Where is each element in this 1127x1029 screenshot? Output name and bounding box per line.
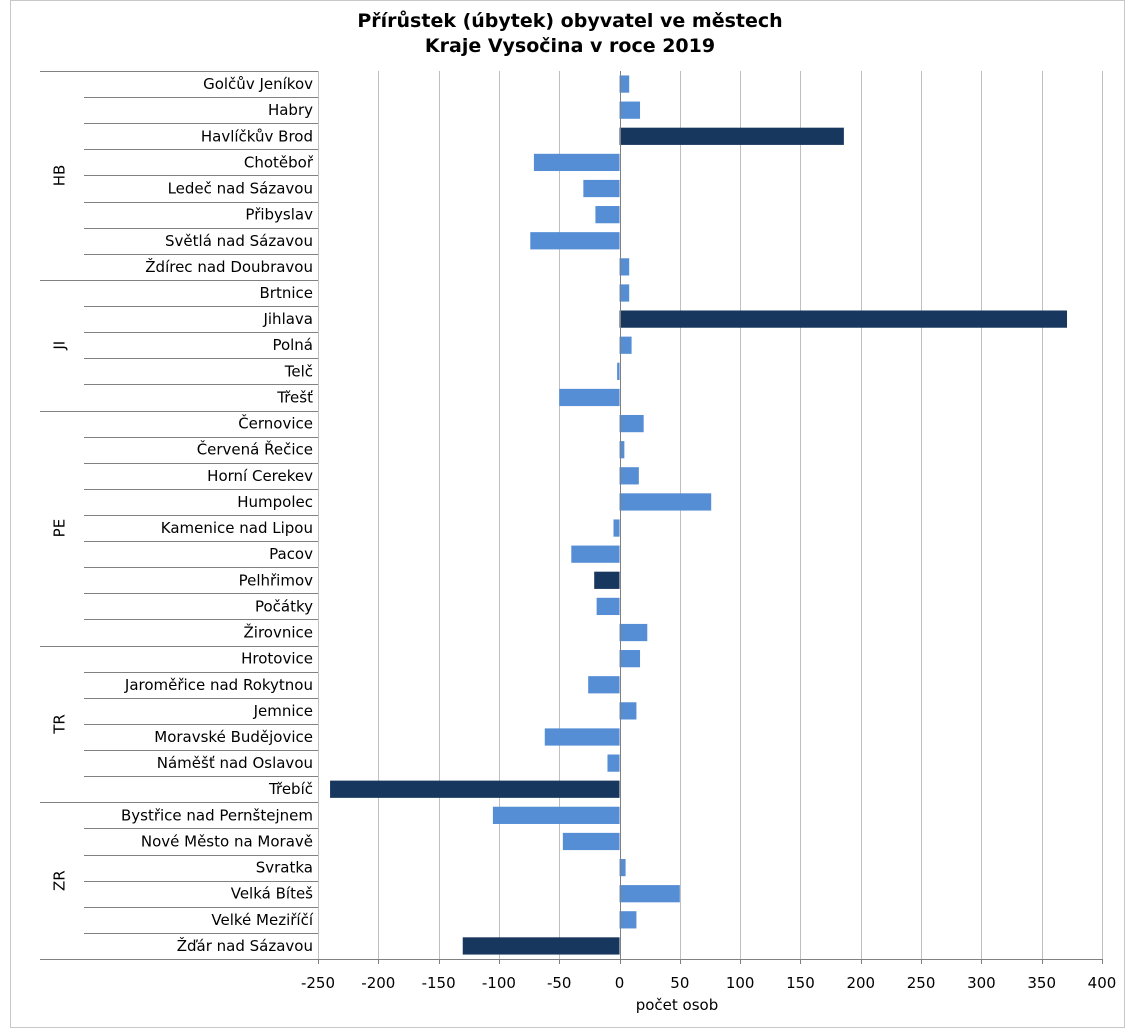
x-tick-label: 0 (615, 974, 625, 992)
category-label: Hrotovice (241, 650, 313, 668)
category-label: Chotěboř (244, 153, 314, 171)
category-label: Humpolec (237, 493, 313, 511)
category-label: Velká Bíteš (231, 885, 313, 903)
x-tick-label: -150 (422, 974, 456, 992)
category-label: Jihlava (262, 310, 313, 328)
x-tick-label: -100 (482, 974, 516, 992)
x-tick-label: 200 (846, 974, 875, 992)
x-tick-label: 150 (786, 974, 815, 992)
category-label: Třebíč (268, 780, 313, 798)
category-label: Třešť (276, 388, 313, 406)
bar (595, 206, 620, 224)
category-label: Ledeč nad Sázavou (168, 180, 313, 198)
category-label: Telč (284, 362, 313, 380)
category-label: Golčův Jeníkov (203, 75, 313, 93)
bar (619, 414, 644, 433)
bar (617, 362, 620, 380)
category-label: Jaroměřice nad Rokytnou (124, 676, 313, 694)
bar (619, 467, 639, 485)
x-tick-label: 100 (726, 974, 755, 992)
category-label: Ždírec nad Doubravou (145, 257, 313, 276)
group-labels: HB JI PE TR ZR (51, 165, 69, 891)
bars (330, 75, 1068, 955)
category-label: Brtnice (260, 284, 314, 302)
category-label: Polná (272, 336, 313, 354)
bar (559, 388, 620, 407)
bar (594, 571, 620, 589)
category-label: Habry (268, 101, 313, 119)
bar (619, 258, 630, 276)
x-tick-label: 250 (907, 974, 936, 992)
x-tick-label: 300 (967, 974, 996, 992)
bar (619, 650, 641, 668)
chart-frame (10, 0, 1125, 1028)
bar (492, 806, 620, 824)
bar (619, 101, 641, 119)
category-label: Náměšť nad Oslavou (157, 754, 313, 772)
bar (530, 232, 620, 250)
chart-title-line-2: Kraje Vysočina v roce 2019 (425, 35, 715, 57)
category-label: Černovice (238, 414, 313, 433)
bar (571, 545, 620, 563)
group-label: ZR (51, 870, 69, 891)
category-labels: Golčův Jeníkov Habry Havlíčkův Brod Chotěbo… (121, 75, 314, 955)
bar (619, 336, 632, 354)
group-label: PE (51, 519, 69, 538)
x-tick-label: -50 (547, 974, 572, 992)
category-label: Svratka (256, 859, 313, 877)
bar (619, 75, 630, 93)
x-tick-label: -200 (361, 974, 395, 992)
bar (619, 284, 630, 302)
category-label: Červená Řečice (197, 440, 313, 459)
category-label: Žďár nad Sázavou (177, 936, 313, 955)
x-tick-label: 350 (1027, 974, 1056, 992)
bar (619, 623, 648, 642)
bar (583, 179, 620, 198)
gridlines (318, 71, 1103, 959)
bar (619, 885, 680, 903)
chart-title-line-1: Přírůstek (úbytek) obyvatel ve městech (357, 9, 782, 32)
bar (544, 728, 620, 746)
category-label: Nové Město na Moravě (141, 832, 313, 850)
bar (588, 676, 620, 694)
group-label: JI (51, 341, 69, 351)
x-axis-title: počet osob (636, 996, 719, 1014)
x-tick-label: 50 (670, 974, 689, 992)
category-label: Horní Cerekev (207, 467, 313, 485)
category-label: Velké Meziříčí (211, 911, 313, 929)
bar (533, 153, 620, 172)
bar (607, 754, 620, 772)
bar (619, 493, 712, 511)
bar (462, 937, 620, 955)
category-label: Jemnice (253, 702, 313, 720)
category-label: Pelhřimov (239, 571, 314, 589)
category-label: Moravské Budějovice (154, 728, 313, 746)
bar (619, 858, 626, 877)
category-label: Havlíčkův Brod (201, 127, 313, 145)
category-label: Počátky (255, 597, 313, 615)
bar (330, 780, 620, 798)
bar (619, 441, 625, 459)
x-tick-label: -250 (301, 974, 335, 992)
x-tick-label: 400 (1088, 974, 1117, 992)
bar (619, 702, 637, 720)
bar (619, 127, 844, 145)
x-tick-labels: -250 -200 -150 -100 -50 0 50 100 150 200 250 300 350… (301, 974, 1116, 992)
bar (596, 597, 620, 616)
bar (562, 832, 620, 851)
category-label: Světlá nad Sázavou (165, 232, 313, 250)
group-label: TR (51, 714, 69, 735)
bar (619, 310, 1068, 328)
category-label: Přibyslav (245, 206, 313, 224)
category-label: Bystřice nad Pernštejnem (121, 806, 313, 824)
category-label: Pacov (269, 545, 313, 563)
bar (613, 519, 620, 537)
group-label: HB (51, 165, 69, 187)
category-label: Kamenice nad Lipou (161, 519, 313, 537)
category-label: Žirovnice (244, 623, 314, 642)
bar (619, 911, 637, 929)
axes (40, 71, 1103, 964)
